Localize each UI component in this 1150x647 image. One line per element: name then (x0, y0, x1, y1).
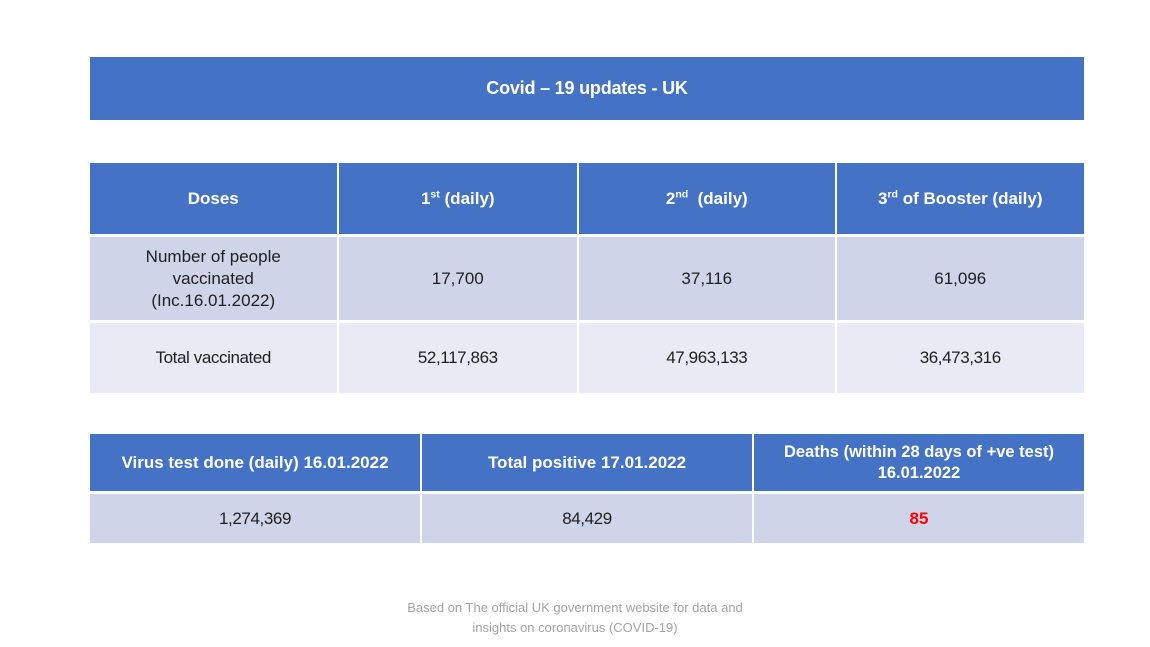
tests-done-value: 1,274,369 (90, 494, 420, 543)
tests-header-deaths: Deaths (within 28 days of +ve test) 16.0… (754, 434, 1084, 491)
deaths-value: 85 (754, 494, 1084, 543)
total-positive-value: 84,429 (422, 494, 752, 543)
title-bar: Covid – 19 updates - UK (90, 57, 1084, 120)
header-label: 3rd of Booster (daily) (877, 187, 1043, 208)
vaccine-total-booster-value: 36,473,316 (836, 323, 1084, 393)
header-label: 1st (daily) (420, 187, 495, 208)
tests-header-tests-done: Virus test done (daily) 16.01.2022 (90, 434, 420, 491)
vaccine-row-label-daily: Number of people vaccinated (Inc.16.01.2… (90, 237, 337, 320)
vaccine-header-doses: Doses (90, 163, 337, 234)
header-label: 2nd (daily) (665, 187, 748, 208)
header-label: Doses (187, 188, 239, 208)
source-note: Based on The official UK government webs… (407, 600, 743, 635)
vaccine-header-first-daily: 1st (daily) (338, 163, 578, 234)
vaccine-daily-first-value: 17,700 (338, 237, 578, 320)
vaccine-header-second-daily: 2nd (daily) (579, 163, 835, 234)
vaccine-row-label-total: Total vaccinated (90, 323, 337, 393)
vaccine-header-booster-daily: 3rd of Booster (daily) (836, 163, 1084, 234)
vaccine-daily-booster-value: 61,096 (836, 237, 1084, 320)
slide-title: Covid – 19 updates - UK (486, 78, 688, 98)
tests-table: Virus test done (daily) 16.01.2022 Total… (90, 434, 1084, 543)
vaccine-total-second-value: 47,963,133 (579, 323, 835, 393)
vaccine-daily-second-value: 37,116 (579, 237, 835, 320)
vaccine-total-first-value: 52,117,863 (338, 323, 578, 393)
tests-header-total-positive: Total positive 17.01.2022 (422, 434, 752, 491)
vaccination-table: Doses 1st (daily) 2nd (daily) 3rd of Boo… (90, 163, 1084, 393)
